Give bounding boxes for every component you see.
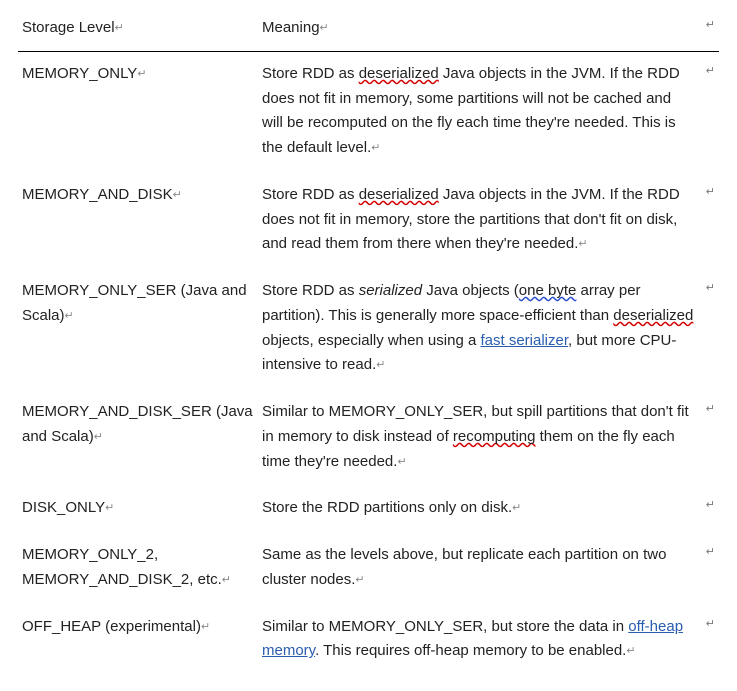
meaning-cell: Store the RDD partitions only on disk.↵	[258, 486, 699, 533]
table-row: MEMORY_ONLY↵ Store RDD as deserialized J…	[18, 51, 719, 173]
meaning-cell: Similar to MEMORY_ONLY_SER, but store th…	[258, 605, 699, 677]
meaning-cell: Store RDD as deserialized Java objects i…	[258, 51, 699, 173]
col-header-meaning: Meaning↵	[258, 10, 699, 51]
paragraph-mark-icon: ↵	[65, 310, 74, 322]
table-row: OFF_HEAP (experimental)↵ Similar to MEMO…	[18, 605, 719, 677]
paragraph-mark-icon: ↵	[173, 189, 182, 201]
row-end-mark: ↵	[699, 486, 719, 533]
paragraph-mark-icon: ↵	[626, 645, 635, 657]
paragraph-mark-icon: ↵	[94, 431, 103, 443]
meaning-cell: Similar to MEMORY_ONLY_SER, but spill pa…	[258, 390, 699, 486]
storage-level-table: Storage Level↵ Meaning↵ ↵ MEMORY_ONLY↵ S…	[18, 10, 719, 676]
grammar-error: one byte	[519, 282, 577, 299]
level-cell: OFF_HEAP (experimental)↵	[18, 605, 258, 677]
level-cell: MEMORY_ONLY_2, MEMORY_AND_DISK_2, etc.↵	[18, 533, 258, 605]
row-end-mark: ↵	[699, 173, 719, 269]
paragraph-mark-icon: ↵	[222, 574, 231, 586]
table-row: DISK_ONLY↵ Store the RDD partitions only…	[18, 486, 719, 533]
row-end-mark: ↵	[699, 605, 719, 677]
table-row: MEMORY_ONLY_2, MEMORY_AND_DISK_2, etc.↵ …	[18, 533, 719, 605]
paragraph-mark-icon: ↵	[355, 574, 364, 586]
level-cell: MEMORY_ONLY_SER (Java and Scala)↵	[18, 269, 258, 390]
fast-serializer-link[interactable]: fast serializer	[480, 332, 568, 349]
row-end-mark: ↵	[699, 10, 719, 51]
col-header-level: Storage Level↵	[18, 10, 258, 51]
table-row: MEMORY_AND_DISK_SER (Java and Scala)↵ Si…	[18, 390, 719, 486]
table-row: MEMORY_AND_DISK↵ Store RDD as deserializ…	[18, 173, 719, 269]
paragraph-mark-icon: ↵	[320, 22, 329, 34]
paragraph-mark-icon: ↵	[201, 621, 210, 633]
paragraph-mark-icon: ↵	[371, 142, 380, 154]
spelling-error: deserialized	[359, 65, 439, 82]
row-end-mark: ↵	[699, 51, 719, 173]
spelling-error: deserialized	[613, 307, 693, 324]
paragraph-mark-icon: ↵	[512, 502, 521, 514]
italic-text: serialized	[359, 282, 422, 299]
level-cell: MEMORY_AND_DISK_SER (Java and Scala)↵	[18, 390, 258, 486]
paragraph-mark-icon: ↵	[115, 22, 124, 34]
spelling-error: deserialized	[359, 186, 439, 203]
level-cell: DISK_ONLY↵	[18, 486, 258, 533]
paragraph-mark-icon: ↵	[376, 359, 385, 371]
table-row: MEMORY_ONLY_SER (Java and Scala)↵ Store …	[18, 269, 719, 390]
paragraph-mark-icon: ↵	[578, 238, 587, 250]
table-header-row: Storage Level↵ Meaning↵ ↵	[18, 10, 719, 51]
level-cell: MEMORY_ONLY↵	[18, 51, 258, 173]
paragraph-mark-icon: ↵	[105, 502, 114, 514]
row-end-mark: ↵	[699, 533, 719, 605]
col-header-meaning-text: Meaning	[262, 19, 320, 36]
col-header-level-text: Storage Level	[22, 19, 115, 36]
row-end-mark: ↵	[699, 269, 719, 390]
meaning-cell: Same as the levels above, but replicate …	[258, 533, 699, 605]
meaning-cell: Store RDD as deserialized Java objects i…	[258, 173, 699, 269]
paragraph-mark-icon: ↵	[137, 68, 146, 80]
meaning-cell: Store RDD as serialized Java objects (on…	[258, 269, 699, 390]
spelling-error: recomputing	[453, 428, 536, 445]
paragraph-mark-icon: ↵	[397, 456, 406, 468]
level-cell: MEMORY_AND_DISK↵	[18, 173, 258, 269]
row-end-mark: ↵	[699, 390, 719, 486]
